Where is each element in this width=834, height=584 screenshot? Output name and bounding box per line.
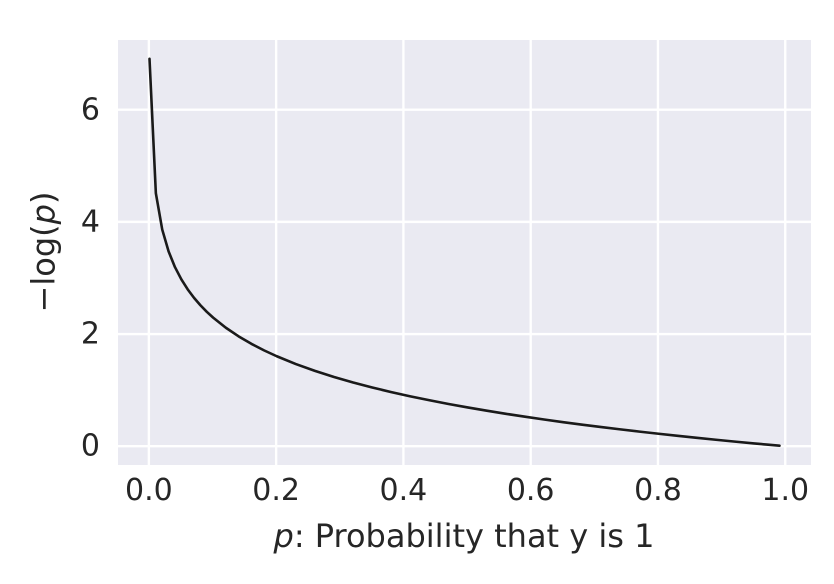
- y-tick-label-6: 6: [80, 92, 100, 128]
- x-tick-label-0.4: 0.4: [379, 473, 428, 508]
- x-tick-label-1.0: 1.0: [761, 473, 810, 508]
- y-axis-label-variable: p: [24, 204, 63, 225]
- y-axis-label-prefix: −log(: [24, 224, 63, 313]
- x-axis-label-variable: p: [273, 517, 294, 555]
- y-tick-label-4: 4: [80, 204, 100, 240]
- x-tick-label-0.6: 0.6: [506, 473, 555, 508]
- y-tick-label-2: 2: [80, 316, 100, 352]
- x-tick-label-0.8: 0.8: [634, 473, 682, 508]
- y-axis-label-suffix: ): [24, 191, 63, 205]
- x-axis-label: p: Probability that y is 1: [273, 517, 655, 555]
- y-axis-label: −log(p): [24, 191, 63, 313]
- x-tick-label-0.2: 0.2: [252, 473, 300, 508]
- x-axis-label-text: : Probability that y is 1: [293, 517, 655, 555]
- y-tick-label-0: 0: [80, 428, 100, 464]
- neg-log-curve: [148, 57, 781, 448]
- x-tick-label-0.0: 0.0: [125, 473, 173, 508]
- axes-background: [118, 40, 811, 465]
